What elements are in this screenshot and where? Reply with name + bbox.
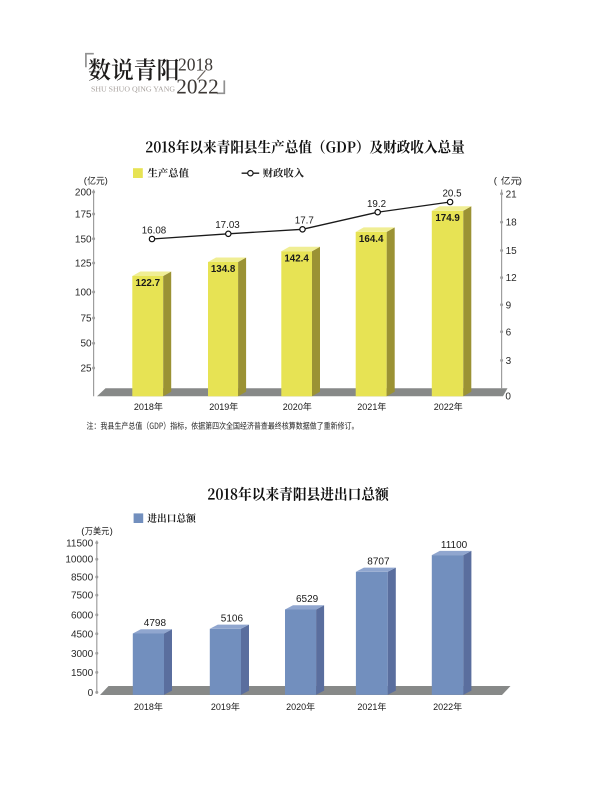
svg-text:12: 12: [506, 273, 518, 284]
svg-text:9: 9: [506, 300, 512, 311]
svg-text:(: (: [81, 526, 85, 537]
svg-text:2021: 2021: [357, 702, 377, 712]
svg-text:7500: 7500: [71, 591, 94, 602]
svg-text:125: 125: [75, 259, 92, 270]
svg-text:75: 75: [80, 314, 92, 325]
svg-text:100: 100: [75, 288, 92, 299]
svg-text:5106: 5106: [221, 614, 244, 625]
svg-text:6000: 6000: [71, 610, 94, 621]
svg-text:20.5: 20.5: [442, 188, 462, 199]
svg-text:SHU SHUO QING YANG: SHU SHUO QING YANG: [91, 84, 175, 93]
svg-text:122.7: 122.7: [136, 278, 161, 289]
svg-text:4500: 4500: [71, 629, 94, 640]
svg-text:15: 15: [506, 246, 518, 257]
svg-text:2018: 2018: [134, 702, 154, 712]
svg-text:8707: 8707: [367, 557, 390, 568]
svg-text:4798: 4798: [144, 618, 167, 629]
svg-text:142.4: 142.4: [284, 253, 309, 264]
svg-text:6: 6: [506, 327, 512, 338]
svg-text:8500: 8500: [71, 573, 94, 584]
svg-text:11500: 11500: [66, 538, 94, 549]
svg-text:2022: 2022: [434, 402, 454, 412]
svg-text:0: 0: [505, 392, 511, 403]
svg-text:17.7: 17.7: [295, 216, 314, 227]
svg-text:2020: 2020: [286, 702, 306, 712]
svg-text:3: 3: [506, 356, 512, 367]
svg-text:174.9: 174.9: [435, 213, 460, 224]
svg-text:11100: 11100: [441, 540, 468, 551]
svg-text:): ): [105, 176, 108, 187]
svg-text:25: 25: [80, 364, 92, 375]
svg-text:17.03: 17.03: [215, 220, 240, 231]
svg-text:6529: 6529: [296, 594, 319, 605]
svg-text:2020: 2020: [283, 402, 303, 412]
svg-text:(: (: [84, 176, 88, 187]
svg-text:175: 175: [75, 210, 92, 221]
svg-text:134.8: 134.8: [211, 264, 236, 275]
svg-text:21: 21: [506, 189, 518, 200]
svg-text:3000: 3000: [71, 649, 94, 660]
svg-text:19.2: 19.2: [367, 199, 386, 210]
svg-text:(: (: [494, 176, 498, 187]
svg-text:2019: 2019: [211, 702, 231, 712]
svg-text:50: 50: [80, 339, 92, 350]
svg-text:18: 18: [506, 218, 518, 229]
svg-text:1500: 1500: [71, 668, 94, 679]
svg-text:164.4: 164.4: [359, 234, 384, 245]
svg-text:150: 150: [75, 234, 92, 245]
svg-text:2018: 2018: [178, 54, 213, 74]
svg-text:200: 200: [75, 188, 92, 199]
svg-text:10000: 10000: [65, 555, 93, 566]
svg-text:16.08: 16.08: [142, 225, 167, 236]
svg-text:0: 0: [88, 688, 94, 699]
svg-text:): ): [519, 176, 522, 187]
svg-text:2022: 2022: [176, 74, 218, 98]
svg-text:2021: 2021: [357, 402, 377, 412]
svg-text:2022: 2022: [433, 702, 453, 712]
svg-text:2018: 2018: [134, 402, 154, 412]
svg-text:2019: 2019: [209, 402, 229, 412]
svg-text:): ): [110, 526, 113, 537]
